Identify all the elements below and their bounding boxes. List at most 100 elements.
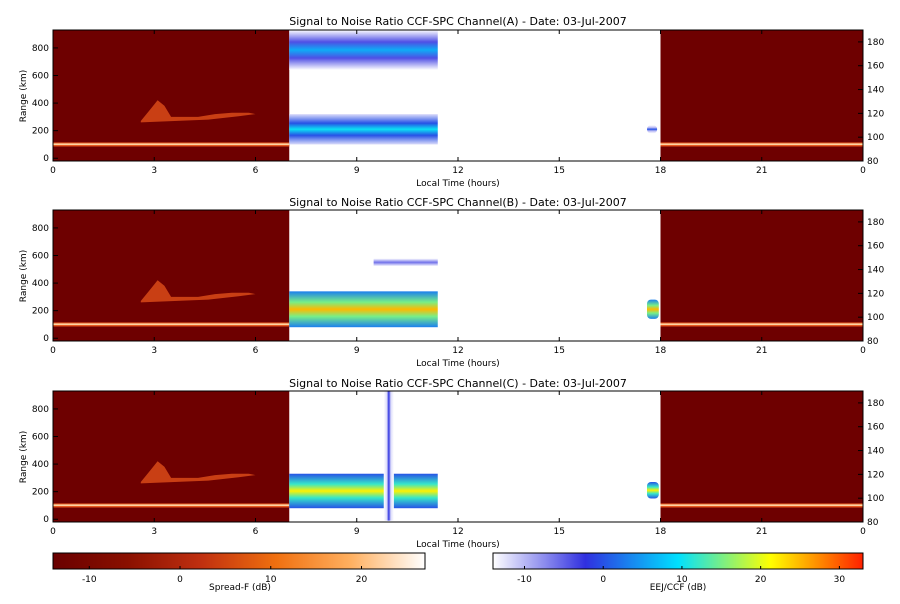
y-tick-left-label: 400 [32,279,49,289]
x-tick-label: 0 [50,527,56,537]
x-tick-label: 18 [655,346,667,356]
e-layer-trace-core [53,143,290,145]
y-tick-right-label: 160 [867,62,884,72]
colorbar-eej-ccf-ticks: -10 0 10 20 30 [517,566,845,585]
x-tick-label: 3 [151,527,157,537]
x-tick-label: 6 [253,346,259,356]
night-block-morning [53,210,290,341]
panel-c-xlabel: Local Time (hours) [416,540,499,550]
y-tick-right-label: 80 [867,518,879,528]
colorbar-tick-label: -10 [517,575,532,585]
x-tick-label: 12 [452,166,463,176]
y-tick-right-label: 140 [867,447,884,457]
colorbar-tick-label: 30 [834,575,846,585]
y-tick-right-label: 100 [867,313,884,323]
colorbar-tick-label: 0 [177,575,183,585]
y-tick-right-label: 140 [867,86,884,96]
panel-b: 0 3 6 9 12 15 18 21 0020040060080080100120140160… [32,209,884,356]
colorbar-tick-label: 0 [600,575,606,585]
y-tick-right-label: 120 [867,470,884,480]
y-tick-right-label: 180 [867,218,884,228]
y-tick-left-label: 800 [32,224,49,234]
y-tick-left-label: 200 [32,307,49,317]
x-tick-label: 21 [756,346,767,356]
x-tick-label: 0 [50,166,56,176]
echo-band [289,30,438,70]
y-tick-left-label: 400 [32,460,49,470]
y-tick-right-label: 80 [867,157,879,167]
x-tick-label: 15 [554,346,565,356]
x-tick-label: 0 [860,527,866,537]
echo-blob [647,125,658,134]
y-tick-right-label: 140 [867,266,884,276]
y-tick-right-label: 120 [867,289,884,299]
x-tick-label: 0 [860,346,866,356]
x-tick-label: 0 [860,166,866,176]
colorbar-eej-ccf-label: EEJ/CCF (dB) [650,583,707,593]
y-tick-right-label: 100 [867,494,884,504]
x-tick-label: 21 [756,166,767,176]
y-tick-left-label: 600 [32,433,49,443]
panel-c: 0 3 6 9 12 15 18 21 0020040060080080100120140160… [32,390,884,537]
x-tick-label: 12 [452,346,463,356]
colorbar-spread-f-label: Spread-F (dB) [209,583,271,593]
night-block-morning [53,391,290,522]
e-layer-trace-core [660,504,863,506]
colorbar-tick-label: 20 [356,575,368,585]
echo-band [373,252,438,273]
echo-band [289,114,438,145]
e-layer-trace-core [660,323,863,325]
night-block-morning [53,30,290,161]
e-layer-trace-core [53,504,290,506]
y-tick-left-label: 800 [32,405,49,415]
night-block-evening [660,391,863,522]
x-tick-label: 15 [554,527,565,537]
e-layer-trace-core [660,143,863,145]
panel-a-ylabel: Range (km) [19,70,29,122]
x-tick-label: 18 [655,527,667,537]
y-tick-right-label: 100 [867,133,884,143]
colorbar-tick-label: -10 [82,575,97,585]
x-tick-label: 6 [253,166,259,176]
spread-f-plume [140,461,256,484]
echo-band [289,291,438,328]
x-tick-label: 15 [554,166,565,176]
x-tick-label: 3 [151,166,157,176]
colorbar-spread-f-ticks: -10 0 10 20 [82,566,368,585]
panel-b-title: Signal to Noise Ratio CCF-SPC Channel(B)… [289,196,627,209]
panel-c-ylabel: Range (km) [19,431,29,483]
x-tick-label: 9 [354,527,360,537]
panel-b-xlabel: Local Time (hours) [416,359,499,369]
y-tick-left-label: 0 [43,334,49,344]
y-tick-left-label: 800 [32,44,49,54]
night-block-evening [660,210,863,341]
e-layer-trace-core [53,323,290,325]
y-tick-left-label: 0 [43,515,49,525]
heatmap-panels: 0 3 6 9 12 15 18 21 0020040060080080100120140160… [32,29,884,537]
x-tick-label: 0 [50,346,56,356]
x-tick-label: 9 [354,166,360,176]
y-tick-right-label: 180 [867,38,884,48]
night-block-evening [660,30,863,161]
colorbar-spread-f: -10 0 10 20 Spread-F (dB) [52,552,426,593]
colorbar-tick-label: 20 [755,575,767,585]
y-tick-left-label: 0 [43,154,49,164]
y-tick-right-label: 160 [867,242,884,252]
panel-c-title: Signal to Noise Ratio CCF-SPC Channel(C)… [289,377,627,390]
colorbar-tick-label: 10 [265,575,277,585]
colorbar-spread-f-ramp [52,552,426,570]
x-tick-label: 6 [253,527,259,537]
colorbar-tick-label: 10 [676,575,688,585]
y-tick-left-label: 600 [32,72,49,82]
echo-band [289,473,438,509]
y-tick-left-label: 400 [32,99,49,109]
x-tick-label: 12 [452,527,463,537]
y-tick-right-label: 80 [867,337,879,347]
y-tick-left-label: 200 [32,127,49,137]
colorbar-eej-ccf: -10 0 10 20 30 EEJ/CCF (dB) [492,552,864,593]
x-tick-label: 3 [151,346,157,356]
panel-a-title: Signal to Noise Ratio CCF-SPC Channel(A)… [289,15,627,28]
y-tick-left-label: 200 [32,488,49,498]
